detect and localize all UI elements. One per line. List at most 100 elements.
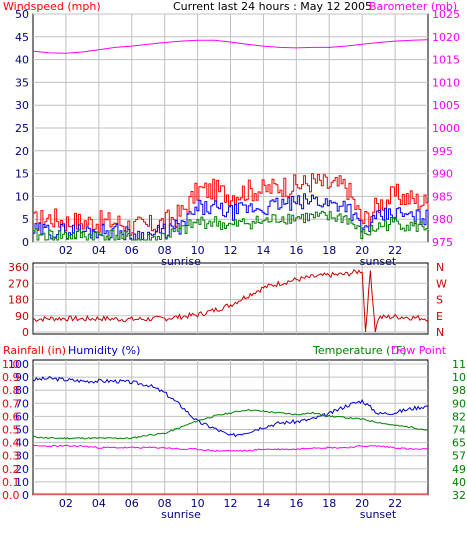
x-tick-label: 10	[191, 497, 205, 510]
wind-y-tick-label: 5	[22, 213, 29, 226]
temperature-tick-label: 49	[452, 463, 466, 476]
barometer-tick-label: 1015	[432, 54, 460, 67]
barometer-tick-label: 1010	[432, 76, 460, 89]
x-tick-label: 20	[355, 244, 369, 257]
barometer-tick-label: 995	[432, 145, 453, 158]
rainfall-tick-label: 0.9	[2, 371, 20, 384]
x-tick-label: 12	[224, 244, 238, 257]
humidity-tick-label: 30	[15, 450, 29, 463]
sunrise-label: sunrise	[161, 508, 201, 521]
x-tick-label: 12	[224, 497, 238, 510]
barometer-tick-label: 1000	[432, 122, 460, 135]
humidity-tick-label: 100	[8, 358, 29, 371]
temperature-line	[32, 408, 429, 440]
wind-direction-line	[32, 269, 429, 333]
rainfall-tick-label: 0.3	[2, 450, 20, 463]
barometer-tick-label: 980	[432, 213, 453, 226]
temperature-tick-label: 57	[452, 450, 466, 463]
wind-y-tick-label: 15	[15, 168, 29, 181]
axis-labels: 0202040406060808101012121414161618182020…	[2, 8, 467, 521]
wind-y-tick-label: 25	[15, 122, 29, 135]
rainfall-tick-label: 0.5	[2, 424, 20, 437]
x-tick-label: 08	[158, 244, 172, 257]
humidity-tick-label: 80	[15, 384, 29, 397]
barometer-line	[32, 39, 429, 54]
compass-tick-label: W	[436, 277, 447, 290]
rainfall-tick-label: 0.6	[2, 410, 20, 423]
x-tick-label: 16	[289, 244, 303, 257]
barometer-tick-label: 1020	[432, 31, 460, 44]
x-tick-label: 06	[125, 244, 139, 257]
temperature-tick-label: 65	[452, 437, 466, 450]
humidity-tick-label: 0	[22, 489, 29, 502]
x-tick-label: 20	[355, 497, 369, 510]
temperature-tick-label: 90	[452, 397, 466, 410]
data-series	[32, 39, 429, 495]
compass-tick-label: S	[436, 294, 443, 307]
compass-tick-label: E	[436, 310, 443, 323]
sunset-label: sunset	[360, 255, 397, 268]
humidity-tick-label: 60	[15, 410, 29, 423]
temperature-tick-label: 32	[452, 489, 466, 502]
humidity-tick-label: 40	[15, 437, 29, 450]
humidity-tick-label: 10	[15, 476, 29, 489]
x-tick-label: 16	[289, 497, 303, 510]
barometer-tick-label: 990	[432, 168, 453, 181]
x-tick-label: 18	[322, 497, 336, 510]
x-tick-label: 22	[388, 497, 402, 510]
x-tick-label: 04	[92, 244, 106, 257]
windspeed-title: Windspeed (mph)	[3, 0, 101, 13]
wind-y-tick-label: 45	[15, 31, 29, 44]
wind-y-tick-label: 50	[15, 8, 29, 21]
humidity-tick-label: 70	[15, 397, 29, 410]
rainfall-tick-label: 0.8	[2, 384, 20, 397]
rainfall-title: Rainfall (in)	[3, 344, 66, 357]
temperature-tick-label: 82	[452, 410, 466, 423]
x-tick-label: 18	[322, 244, 336, 257]
wind-gust-line	[33, 173, 429, 236]
direction-y-tick-label: 90	[15, 310, 29, 323]
rainfall-tick-label: 0.2	[2, 463, 20, 476]
rainfall-tick-label: 0.1	[2, 476, 20, 489]
humidity-tick-label: 20	[15, 463, 29, 476]
x-tick-label: 14	[256, 244, 270, 257]
wind-y-tick-label: 0	[22, 236, 29, 249]
compass-tick-label: N	[436, 261, 444, 274]
wind-min-line	[33, 210, 429, 241]
dewpoint-title: Dew Point	[391, 344, 447, 357]
barometer-tick-label: 975	[432, 236, 453, 249]
temperature-title: Temperature (°F)	[312, 344, 407, 357]
wind-y-tick-label: 35	[15, 76, 29, 89]
humidity-tick-label: 50	[15, 424, 29, 437]
humidity-line	[32, 375, 429, 438]
temperature-tick-label: 98	[452, 384, 466, 397]
sunset-label: sunset	[360, 508, 397, 521]
rainfall-tick-label: 0.7	[2, 397, 20, 410]
x-tick-label: 02	[59, 497, 73, 510]
barometer-tick-label: 1025	[432, 8, 460, 21]
grid-lines	[33, 13, 428, 496]
wind-y-tick-label: 20	[15, 145, 29, 158]
barometer-title: Barometer (mb)	[369, 0, 457, 13]
temperature-tick-label: 107	[452, 371, 467, 384]
x-tick-label: 10	[191, 244, 205, 257]
wind-y-tick-label: 10	[15, 190, 29, 203]
x-tick-label: 06	[125, 497, 139, 510]
x-tick-label: 04	[92, 497, 106, 510]
wind-y-tick-label: 40	[15, 54, 29, 67]
barometer-tick-label: 985	[432, 190, 453, 203]
x-tick-label: 02	[59, 244, 73, 257]
direction-y-tick-label: 0	[22, 326, 29, 339]
x-tick-label: 14	[256, 497, 270, 510]
direction-y-tick-label: 270	[8, 277, 29, 290]
sunrise-label: sunrise	[161, 255, 201, 268]
temperature-tick-label: 74	[452, 424, 466, 437]
x-tick-label: 22	[388, 244, 402, 257]
dewpoint-line	[32, 444, 429, 452]
humidity-tick-label: 90	[15, 371, 29, 384]
temperature-tick-label: 40	[452, 476, 466, 489]
rainfall-tick-label: 1.0	[2, 358, 20, 371]
rainfall-tick-label: 0.4	[2, 437, 20, 450]
